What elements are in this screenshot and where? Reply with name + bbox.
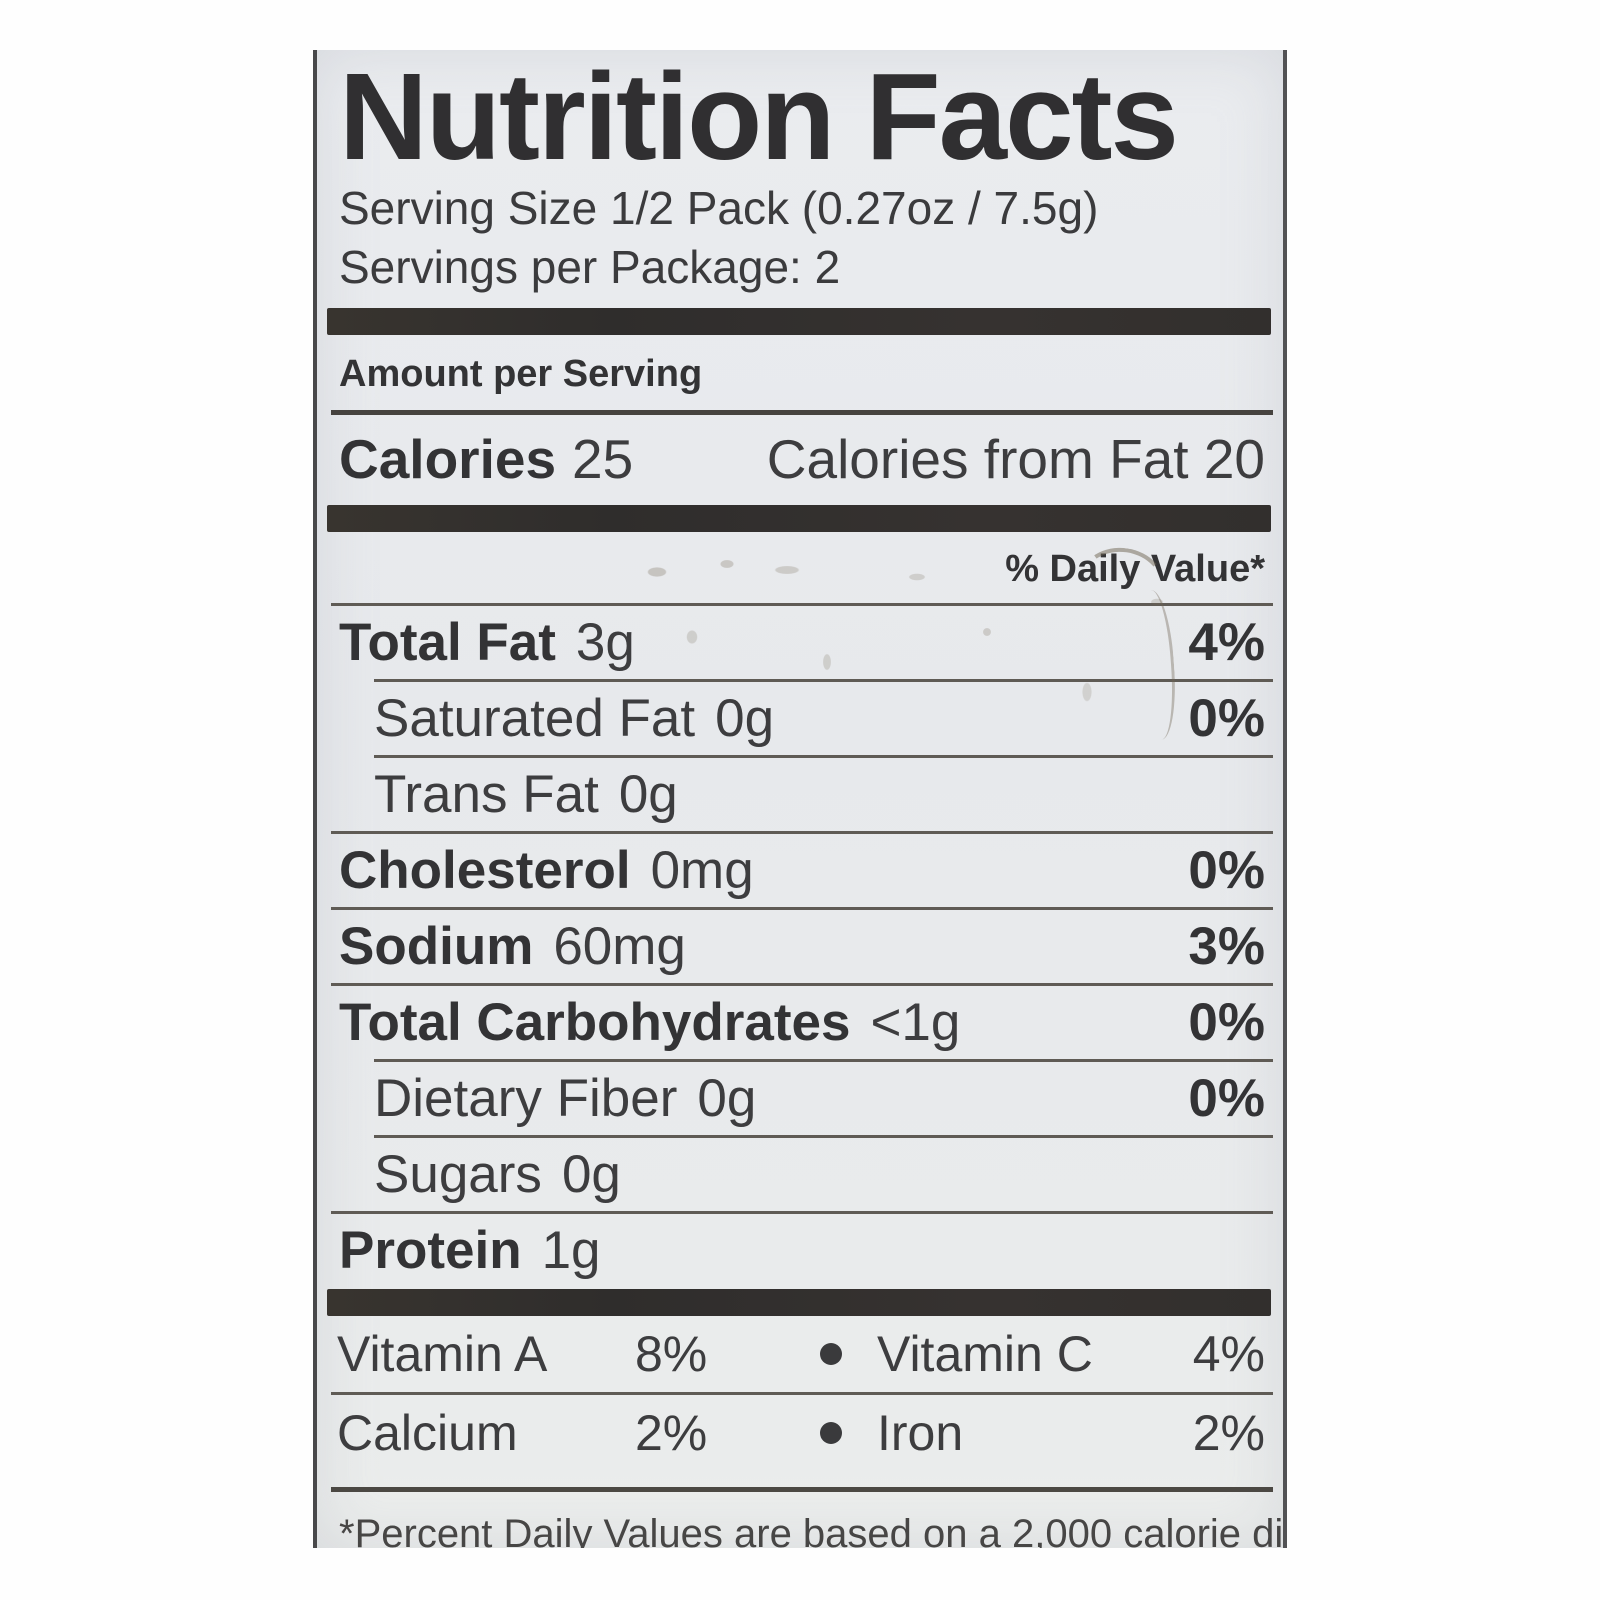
separator-rule	[374, 755, 1273, 758]
vitamin-name: Vitamin C	[877, 1326, 1093, 1382]
vitamin-name: Iron	[877, 1405, 964, 1461]
nutrition-facts-title: Nutrition Facts	[339, 50, 1179, 186]
nutrient-name: Total Carbohydrates	[339, 993, 851, 1052]
separator-rule	[374, 1059, 1273, 1062]
nutrient-name: Trans Fat	[374, 765, 599, 824]
nutrient-name: Sodium	[339, 917, 534, 976]
calories-value: 25	[572, 428, 634, 490]
nutrient-row-dietary-fiber: Dietary Fiber 0g 0%	[317, 1062, 1283, 1135]
calories-label: Calories	[339, 428, 557, 490]
nutrient-name: Dietary Fiber	[374, 1069, 678, 1128]
nutrient-daily-value: 4%	[1188, 613, 1265, 672]
nutrient-row-sugars: Sugars 0g	[317, 1138, 1283, 1211]
vitamin-name: Vitamin A	[337, 1326, 548, 1382]
separator-rule	[331, 603, 1273, 606]
calories-from-fat-cell: Calories from Fat 20	[767, 427, 1265, 491]
separator-rule	[331, 907, 1273, 910]
thick-divider-bar	[327, 1289, 1271, 1316]
nutrient-amount: 1g	[541, 1221, 601, 1280]
separator-rule	[374, 679, 1273, 682]
nutrient-row-trans-fat: Trans Fat 0g	[317, 758, 1283, 831]
separator-rule	[331, 410, 1273, 415]
thick-divider-bar	[327, 308, 1271, 335]
nutrient-amount: 0g	[715, 689, 775, 748]
calories-from-fat-label: Calories from Fat	[766, 428, 1189, 490]
daily-values-footnote: *Percent Daily Values are based on a 2,0…	[339, 1512, 1287, 1548]
nutrient-daily-value: 0%	[1188, 689, 1265, 748]
separator-rule	[331, 1211, 1273, 1214]
daily-value-header: % Daily Value*	[1005, 548, 1265, 590]
vitamin-value: 2%	[1192, 1405, 1265, 1461]
bullet-separator-icon: •	[785, 1422, 877, 1444]
nutrient-daily-value: 0%	[1188, 841, 1265, 900]
nutrient-name: Cholesterol	[339, 841, 631, 900]
nutrient-row-total-carbohydrates: Total Carbohydrates <1g 0%	[317, 986, 1283, 1059]
nutrient-name: Saturated Fat	[374, 689, 696, 748]
nutrition-facts-label: Nutrition Facts Serving Size 1/2 Pack (0…	[313, 50, 1287, 1548]
separator-rule	[331, 1487, 1273, 1492]
amount-per-serving-heading: Amount per Serving	[339, 353, 703, 395]
nutrient-name: Sugars	[374, 1145, 542, 1204]
nutrient-amount: 60mg	[553, 917, 686, 976]
nutrient-name: Protein	[339, 1221, 522, 1280]
vitamin-value: 4%	[1192, 1326, 1265, 1382]
nutrient-amount: 0g	[561, 1145, 621, 1204]
nutrient-row-protein: Protein 1g	[317, 1214, 1283, 1287]
servings-per-package-line: Servings per Package: 2	[339, 241, 841, 293]
vitamin-value: 8%	[635, 1326, 708, 1382]
nutrient-amount: 0g	[618, 765, 678, 824]
thick-divider-bar	[327, 505, 1271, 532]
nutrient-row-cholesterol: Cholesterol 0mg 0%	[317, 834, 1283, 907]
nutrient-daily-value: 0%	[1188, 1069, 1265, 1128]
nutrient-amount: 0g	[697, 1069, 757, 1128]
nutrient-row-saturated-fat: Saturated Fat 0g 0%	[317, 682, 1283, 755]
vitamin-row-a-c: Vitamin A 8% • Vitamin C 4%	[317, 1316, 1283, 1392]
nutrient-amount: <1g	[870, 993, 961, 1052]
nutrient-row-total-fat: Total Fat 3g 4%	[317, 606, 1283, 679]
separator-rule	[331, 983, 1273, 986]
separator-rule	[331, 1392, 1273, 1395]
vitamin-row-calcium-iron: Calcium 2% • Iron 2%	[317, 1395, 1283, 1471]
serving-size-line: Serving Size 1/2 Pack (0.27oz / 7.5g)	[339, 182, 1099, 234]
nutrient-amount: 3g	[575, 613, 635, 672]
nutrient-name: Total Fat	[339, 613, 556, 672]
vitamin-name: Calcium	[337, 1405, 518, 1461]
nutrient-row-sodium: Sodium 60mg 3%	[317, 910, 1283, 983]
nutrient-daily-value: 0%	[1188, 993, 1265, 1052]
bullet-separator-icon: •	[785, 1343, 877, 1365]
separator-rule	[374, 1135, 1273, 1138]
calories-from-fat-value: 20	[1203, 428, 1265, 490]
calories-row: Calories 25 Calories from Fat 20	[339, 427, 1265, 491]
calories-cell: Calories 25	[339, 427, 633, 491]
separator-rule	[331, 831, 1273, 834]
vitamin-value: 2%	[635, 1405, 708, 1461]
nutrient-daily-value: 3%	[1188, 917, 1265, 976]
nutrient-amount: 0mg	[650, 841, 754, 900]
